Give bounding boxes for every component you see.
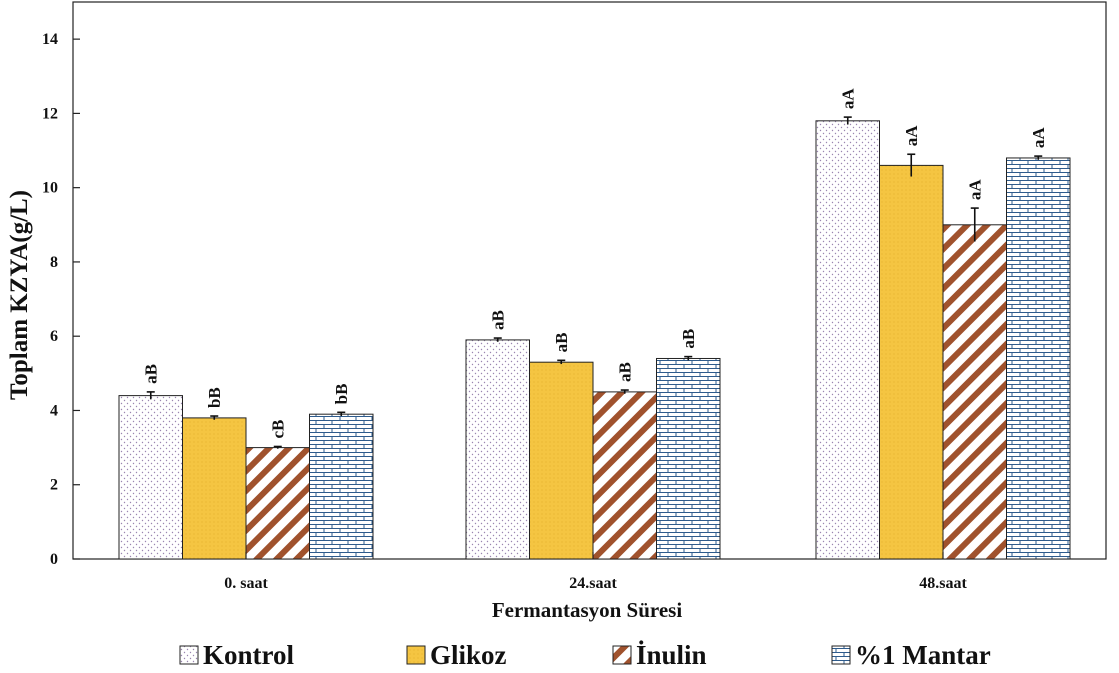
y-tick-label: 2 [50, 477, 58, 494]
legend: Kontrol Glikoz İnulin %1 Mantar [180, 640, 991, 670]
bar [183, 418, 247, 559]
bar [593, 392, 657, 559]
bar [466, 340, 530, 559]
y-tick-label: 14 [42, 31, 58, 48]
bar [119, 396, 183, 559]
legend-swatch [407, 646, 425, 664]
data-label: aA [902, 125, 921, 147]
data-label: bB [205, 387, 224, 408]
data-label: aB [142, 364, 161, 384]
data-label: aB [552, 332, 571, 352]
x-tick-label: 0. saat [224, 575, 268, 592]
y-axis-title: Toplam KZYA(g/L) [6, 190, 33, 400]
bars-group: aB bB cB bB aB aB aB aB aA aA aA aA [119, 88, 1070, 559]
legend-swatch [613, 646, 631, 664]
x-tick-label: 24.saat [569, 575, 617, 592]
bar [246, 448, 310, 559]
y-tick-label: 6 [50, 328, 58, 345]
bar [816, 121, 880, 559]
bar [880, 165, 944, 559]
x-tick-label: 48.saat [919, 575, 967, 592]
data-label: aA [966, 179, 985, 201]
x-axis-title: Fermantasyon Süresi [492, 598, 683, 622]
y-tick-label: 12 [42, 105, 58, 122]
legend-label: Glikoz [430, 640, 507, 670]
y-tick-label: 0 [50, 551, 58, 568]
data-label: bB [332, 384, 351, 405]
legend-swatch [832, 646, 850, 664]
y-tick-label: 10 [42, 180, 58, 197]
bar [943, 225, 1007, 559]
legend-label: %1 Mantar [855, 640, 991, 670]
data-label: cB [269, 420, 288, 439]
legend-swatch [180, 646, 198, 664]
bar [1007, 158, 1071, 559]
y-tick-label: 4 [50, 402, 58, 419]
data-label: aB [489, 310, 508, 330]
y-axis: 0 2 4 6 8 10 12 14 [42, 31, 80, 568]
legend-label: İnulin [636, 640, 707, 670]
bar [657, 358, 721, 559]
bar [530, 362, 594, 559]
data-label: aB [616, 362, 635, 382]
bar [310, 414, 374, 559]
data-label: aB [679, 329, 698, 349]
data-label: aA [1029, 127, 1048, 149]
legend-label: Kontrol [203, 640, 295, 670]
data-label: aA [839, 88, 858, 110]
y-tick-label: 8 [50, 254, 58, 271]
